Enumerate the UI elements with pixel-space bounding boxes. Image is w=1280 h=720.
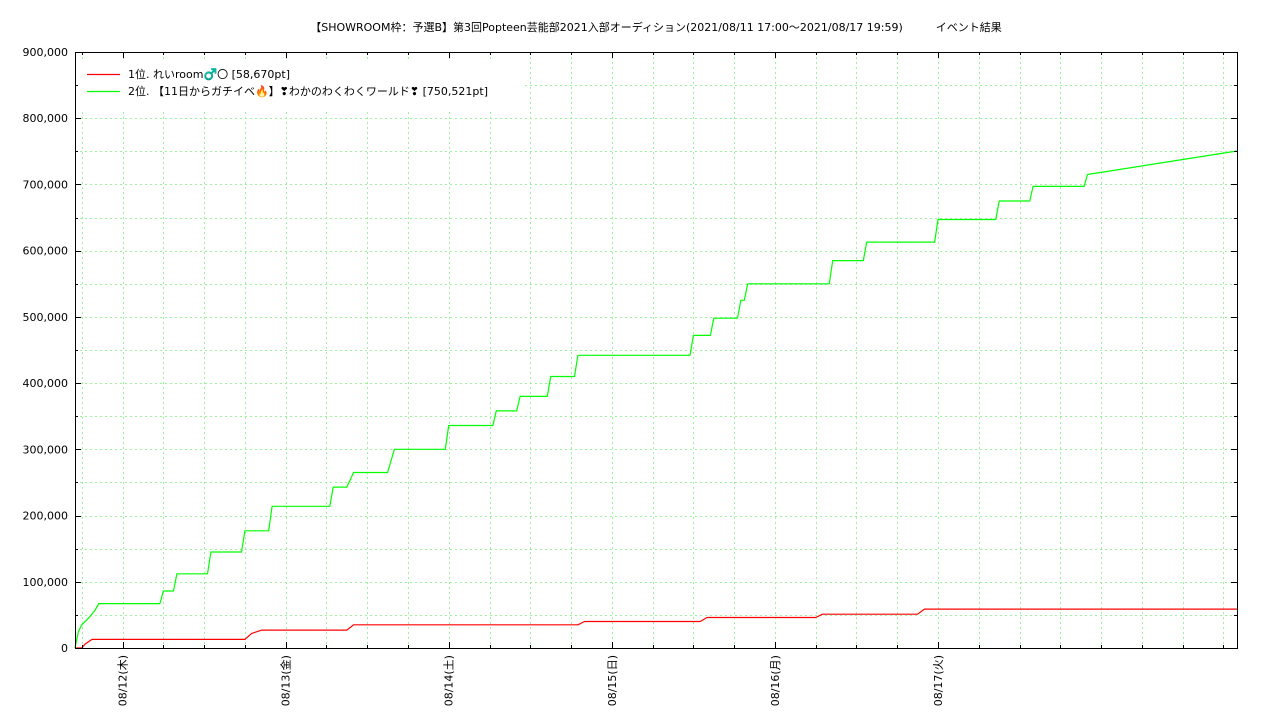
legend: 1位. れいroom♂️〇 [58,670pt] 2位. 【11日からガチイベ🔥】… [80, 62, 525, 112]
x-tick-label: 08/12(木) [117, 655, 130, 706]
x-tick-label: 08/15(日) [606, 655, 619, 706]
legend-label-1: 1位. れいroom♂️〇 [58,670pt] [128, 67, 290, 81]
y-tick-label: 600,000 [23, 245, 69, 258]
axis-ticks: 0 100,000 200,000 300,000 400,000 500,000 600,… [23, 46, 1237, 706]
y-tick-label: 100,000 [23, 576, 69, 589]
chart-title: 【SHOWROOM枠：予選B】第3回Popteen芸能部2021入部オーディショ… [310, 20, 1002, 34]
x-tick-label: 08/16(月) [769, 655, 782, 706]
series-lines [74, 150, 1238, 649]
series-line-2 [74, 150, 1238, 649]
y-tick-label: 200,000 [23, 510, 69, 523]
y-tick-label: 900,000 [23, 46, 69, 59]
series-line-1 [75, 608, 1237, 649]
y-tick-label: 800,000 [23, 112, 69, 125]
grid-lines [75, 52, 1237, 648]
legend-box [80, 62, 525, 112]
x-tick-label: 08/14(土) [443, 655, 456, 706]
y-tick-label: 400,000 [23, 377, 69, 390]
y-tick-label: 700,000 [23, 178, 69, 191]
y-tick-label: 0 [61, 642, 68, 655]
x-tick-label: 08/17(火) [932, 655, 945, 706]
y-tick-label: 300,000 [23, 443, 69, 456]
y-tick-label: 500,000 [23, 311, 69, 324]
legend-label-2: 2位. 【11日からガチイベ🔥】❣わかのわくわくワールド❣ [750,521pt… [128, 84, 488, 98]
x-tick-label: 08/13(金) [279, 655, 293, 706]
